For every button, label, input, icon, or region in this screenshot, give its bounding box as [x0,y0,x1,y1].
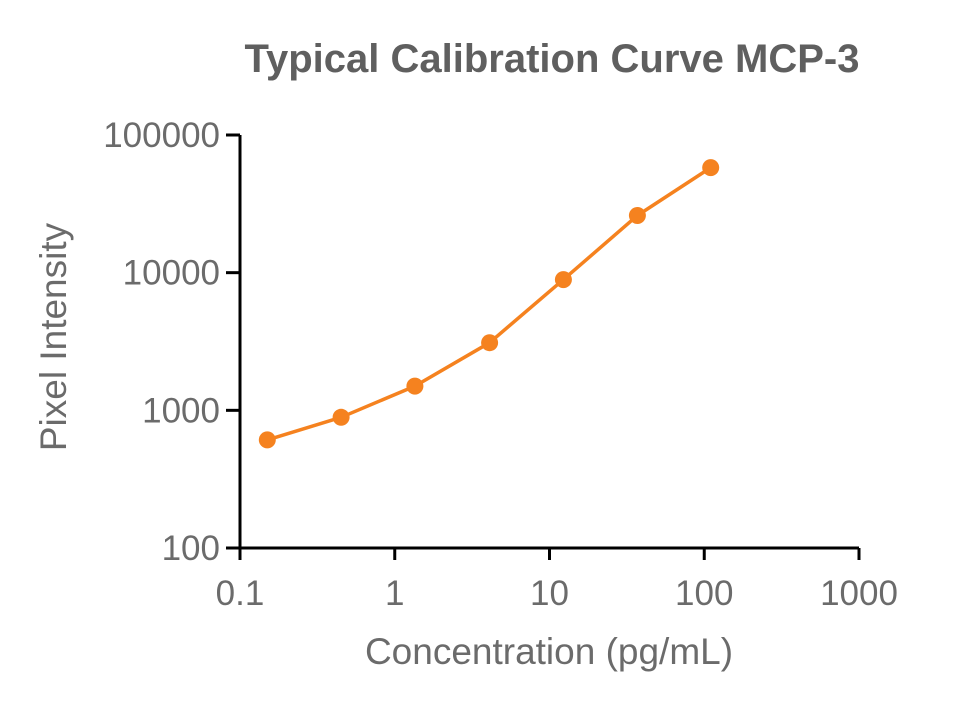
x-tick-label: 1 [385,574,404,613]
y-tick-label: 10000 [123,254,220,293]
data-series [258,159,720,449]
data-point [332,408,350,426]
series-line [265,165,713,442]
data-point [406,377,424,395]
data-point [554,271,572,289]
y-tick-label: 1000 [142,391,220,430]
y-tick-label: 100 [162,529,220,568]
x-tick-label: 100 [675,574,733,613]
y-axis-label: Pixel Intensity [33,222,74,451]
data-point [481,334,499,352]
chart-title: Typical Calibration Curve MCP-3 [245,37,860,81]
data-point [258,431,276,449]
axes [238,135,859,550]
x-tick-label: 1000 [820,574,898,613]
x-tick-label: 10 [530,574,569,613]
y-axis-ticks: 100 1000 10000 100000 [103,116,240,568]
x-axis-ticks: 0.1 1 10 100 1000 [216,548,898,613]
y-tick-label: 100000 [103,116,220,155]
data-point [628,207,646,224]
x-axis-label: Concentration (pg/mL) [365,631,733,672]
x-tick-label: 0.1 [216,574,265,613]
data-point [702,159,720,177]
